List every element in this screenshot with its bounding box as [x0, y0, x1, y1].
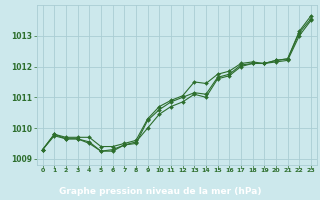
Text: Graphe pression niveau de la mer (hPa): Graphe pression niveau de la mer (hPa) — [59, 186, 261, 196]
